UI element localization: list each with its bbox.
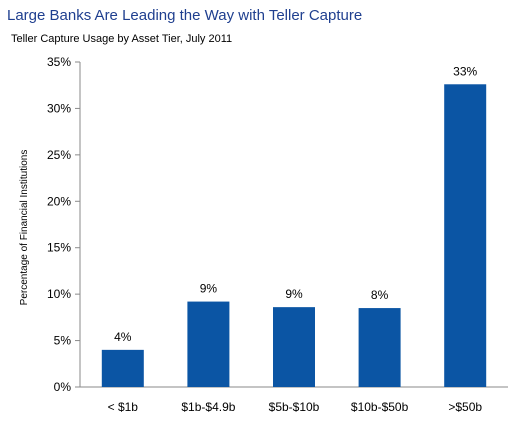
bars: 4% 9% 9% 8% 33% bbox=[101, 64, 487, 388]
bar bbox=[358, 308, 401, 387]
bar-data-label: 4% bbox=[114, 330, 132, 344]
bar-data-label: 9% bbox=[200, 282, 218, 296]
y-tick-label: 30% bbox=[47, 101, 71, 115]
y-axis-ticks: 0% 5% 10% 15% 20% 25% 30% 35% bbox=[47, 55, 80, 394]
chart-subtitle: Teller Capture Usage by Asset Tier, July… bbox=[11, 33, 233, 45]
bar-data-label: 33% bbox=[453, 64, 477, 78]
bar bbox=[444, 84, 487, 388]
bar bbox=[101, 349, 144, 387]
y-tick-label: 5% bbox=[54, 334, 72, 348]
y-tick-label: 10% bbox=[47, 287, 71, 301]
y-tick-label: 0% bbox=[54, 380, 72, 394]
x-tick-label: $5b-$10b bbox=[269, 400, 320, 414]
y-tick-label: 35% bbox=[47, 55, 71, 69]
bar-data-label: 9% bbox=[285, 287, 303, 301]
x-tick-label: $1b-$4.9b bbox=[181, 400, 235, 414]
y-axis-title: Percentage of Financial Institutions bbox=[19, 150, 30, 306]
y-tick-label: 25% bbox=[47, 148, 71, 162]
bar bbox=[187, 301, 230, 387]
bar-data-label: 8% bbox=[371, 288, 389, 302]
x-tick-label: < $1b bbox=[108, 400, 139, 414]
chart-title: Large Banks Are Leading the Way with Tel… bbox=[7, 7, 363, 24]
x-tick-label: >$50b bbox=[448, 400, 482, 414]
x-tick-label: $10b-$50b bbox=[351, 400, 409, 414]
x-axis-labels: < $1b $1b-$4.9b $5b-$10b $10b-$50b >$50b bbox=[108, 400, 483, 414]
bar bbox=[273, 307, 315, 387]
y-tick-label: 20% bbox=[47, 194, 71, 208]
y-tick-label: 15% bbox=[47, 241, 71, 255]
